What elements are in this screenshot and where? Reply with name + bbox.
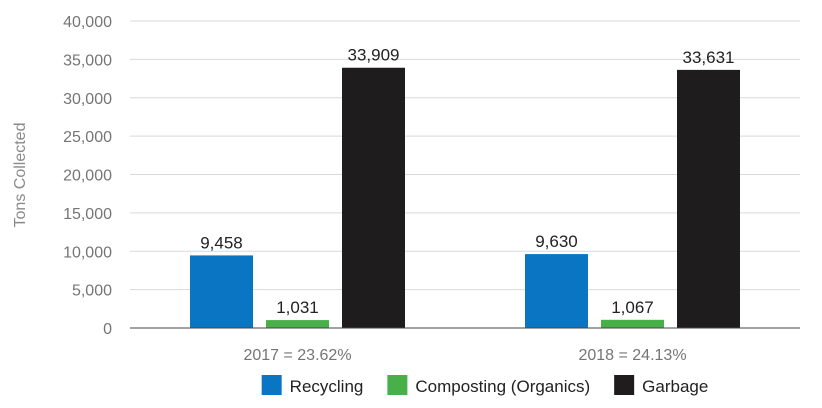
- data-label: 9,458: [200, 233, 243, 252]
- data-labels: 9,458 1,031 33,909 9,630 1,067 33,631: [200, 46, 734, 317]
- legend-label: Composting (Organics): [415, 377, 590, 396]
- bar-garbage-1: [677, 69, 740, 328]
- y-tick-label: 0: [103, 321, 112, 338]
- bar-recycling-0: [190, 255, 253, 328]
- y-tick-label: 35,000: [63, 52, 112, 69]
- data-label: 1,067: [611, 298, 654, 317]
- legend-label: Garbage: [642, 377, 708, 396]
- legend-item-0: Recycling: [261, 375, 364, 396]
- y-tick-label: 15,000: [63, 206, 112, 223]
- y-axis-label: Tons Collected: [12, 123, 29, 228]
- data-label: 33,631: [683, 48, 735, 67]
- data-label: 9,630: [535, 232, 578, 251]
- legend-swatch: [387, 375, 408, 395]
- legend-swatch: [614, 375, 635, 395]
- y-tick-label: 30,000: [63, 91, 112, 108]
- gridlines: [130, 20, 800, 291]
- legend-swatch: [261, 375, 282, 395]
- data-label: 1,031: [276, 298, 319, 317]
- x-category-label: 2017 = 23.62%: [243, 347, 351, 364]
- bar-composting-organics-0: [266, 320, 329, 328]
- legend: Recycling Composting (Organics) Garbage: [261, 375, 708, 396]
- x-axis-categories: 2017 = 23.62% 2018 = 24.13%: [243, 347, 686, 364]
- bar-garbage-0: [342, 67, 405, 329]
- legend-item-1: Composting (Organics): [387, 375, 590, 396]
- y-tick-label: 10,000: [63, 244, 112, 261]
- x-category-label: 2018 = 24.13%: [578, 347, 686, 364]
- bars: [190, 67, 740, 329]
- legend-label: Recycling: [290, 377, 364, 396]
- y-tick-label: 20,000: [63, 168, 112, 185]
- y-axis-ticks: 0 5,000 10,000 15,000 20,000 25,000 30,000 35,0…: [63, 14, 112, 338]
- y-tick-label: 5,000: [72, 283, 112, 300]
- data-label: 33,909: [348, 46, 400, 65]
- legend-item-2: Garbage: [614, 375, 708, 396]
- bar-composting-organics-1: [601, 319, 664, 328]
- bar-recycling-1: [525, 254, 588, 328]
- y-tick-label: 25,000: [63, 129, 112, 146]
- y-tick-label: 40,000: [63, 14, 112, 31]
